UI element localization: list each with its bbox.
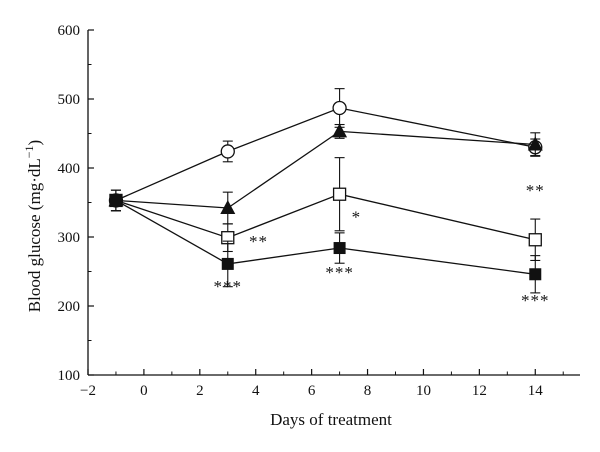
data-point-filled-square: [333, 242, 346, 255]
data-point-filled-square: [221, 257, 234, 270]
x-tick-label: 2: [196, 383, 204, 399]
series-square-filled: [109, 189, 542, 294]
y-axis-title-close: ): [25, 140, 44, 146]
data-point-filled-triangle: [527, 136, 543, 151]
y-tick-label: 200: [58, 299, 81, 315]
significance-label: ***: [521, 291, 550, 310]
x-tick-label: 8: [364, 383, 372, 399]
x-axis-title: Days of treatment: [270, 410, 392, 429]
x-tick-label: 14: [528, 383, 544, 399]
data-point-open-circle: [332, 100, 347, 116]
data-point-filled-square: [529, 268, 542, 281]
x-tick-label: 4: [252, 383, 260, 399]
data-point-open-square: [332, 187, 347, 201]
y-axis-title-superscript: −1: [22, 145, 36, 158]
significance-label: **: [526, 181, 545, 200]
y-axis-title: Blood glucose (mg·dL−1): [22, 140, 44, 312]
significance-label: *: [352, 207, 362, 226]
series-circle-open: [108, 88, 543, 212]
significance-label: ***: [325, 263, 354, 282]
y-tick-label: 500: [58, 92, 81, 108]
series-line: [115, 130, 536, 209]
series-line: [115, 107, 536, 201]
data-point-filled-triangle: [220, 200, 236, 215]
series-square-open: [109, 157, 542, 262]
x-tick-label: −2: [80, 383, 96, 399]
x-tick-label: 6: [308, 383, 316, 399]
data-point-filled-triangle: [332, 123, 348, 138]
y-tick-label: 600: [58, 23, 81, 39]
x-tick-label: 12: [472, 383, 487, 399]
data-point-open-square: [528, 233, 542, 247]
series-line: [115, 199, 536, 275]
significance-label: **: [249, 232, 268, 251]
series-group: [108, 88, 543, 294]
x-tick-label: 0: [140, 383, 148, 399]
series-line: [115, 193, 536, 241]
significance-label: ***: [214, 277, 243, 296]
series-triangle-filled: [108, 123, 543, 225]
annotations-group: **************: [214, 181, 550, 310]
data-point-filled-square: [109, 194, 122, 207]
y-axis-title-main: Blood glucose (mg·dL: [25, 158, 44, 312]
x-tick-label: 10: [416, 383, 431, 399]
y-tick-label: 300: [58, 230, 81, 246]
y-tick-label: 100: [58, 368, 81, 384]
data-point-open-circle: [220, 144, 235, 159]
y-tick-label: 400: [58, 161, 81, 177]
axes: 100 200 300 400 500 600 −2 0 2 4 6 8 10 12 14: [58, 23, 580, 399]
